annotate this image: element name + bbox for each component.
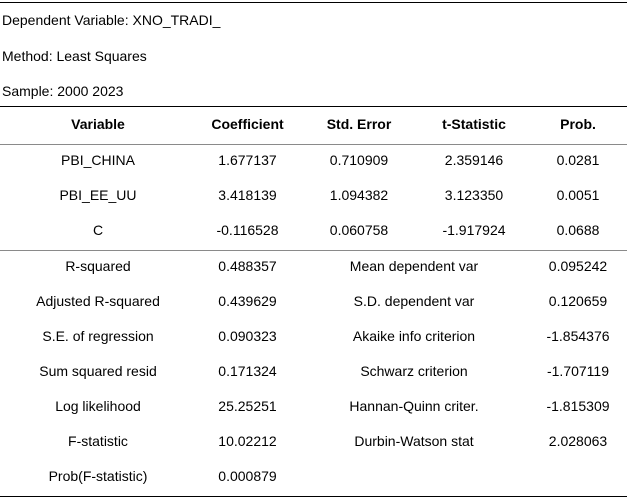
std-error-value: 1.094382 [329,187,389,203]
stat-value-left: 0.000879 [218,468,277,484]
coefficient-value: 1.677137 [218,152,277,168]
bottom-rule [0,496,627,497]
stat-label-right: Schwarz criterion [360,363,468,379]
header-t-statistic: t-Statistic [442,116,506,132]
header-bottom-rule [0,144,627,145]
stat-value-right: 0.095242 [548,258,608,274]
t-statistic-value: -1.917924 [442,222,506,238]
stat-label-left: F-statistic [68,433,128,449]
coefficient-value: 3.418139 [218,187,277,203]
stat-label-left: S.E. of regression [42,328,154,344]
variable-name: PBI_CHINA [61,152,135,168]
stat-label-right [299,459,529,494]
stat-value-right: -1.854376 [546,328,610,344]
stat-label-right: S.D. dependent var [353,293,475,309]
stat-value-left: 0.439629 [218,293,277,309]
stat-value-left: 25.25251 [218,398,277,414]
header-coefficient: Coefficient [211,116,284,132]
stat-label-left: R-squared [65,258,131,274]
stat-label-left: Adjusted R-squared [36,293,160,309]
std-error-value: 0.710909 [329,152,389,168]
stat-label-right: Mean dependent var [349,258,479,274]
dependent-variable-label: Dependent Variable: XNO_TRADI_ [2,12,221,28]
stat-value-right: -1.815309 [546,398,610,414]
stat-value-right: 2.028063 [548,433,608,449]
stat-value-left: 10.02212 [218,433,277,449]
prob-value: 0.0688 [556,222,600,238]
t-statistic-value: 3.123350 [444,187,504,203]
stat-label-right: Durbin-Watson stat [354,433,474,449]
stat-label-left: Sum squared resid [39,363,157,379]
sample-label: Sample: 2000 2023 [2,83,124,99]
stat-value-right [529,459,627,494]
header-variable: Variable [71,116,125,132]
header-top-rule [0,106,627,107]
stat-value-left: 0.171324 [218,363,277,379]
header-prob: Prob. [560,116,596,132]
section-divider [0,250,627,251]
std-error-value: 0.060758 [329,222,389,238]
prob-value: 0.0051 [556,187,600,203]
method-label: Method: Least Squares [2,48,147,64]
variable-name: C [92,222,104,238]
stat-value-right: -1.707119 [546,363,609,379]
header-std-error: Std. Error [326,116,392,132]
stat-value-right: 0.120659 [548,293,608,309]
stat-label-right: Hannan-Quinn criter. [349,398,479,414]
prob-value: 0.0281 [556,152,600,168]
coefficient-value: -0.116528 [216,222,279,238]
stat-value-left: 0.090323 [218,328,277,344]
stat-value-left: 0.488357 [218,258,277,274]
stat-label-right: Akaike info criterion [352,328,476,344]
variable-name: PBI_EE_UU [59,187,137,203]
stat-label-left: Log likelihood [55,398,141,414]
t-statistic-value: 2.359146 [444,152,504,168]
stat-label-left: Prob(F-statistic) [48,468,148,484]
top-rule [0,2,627,3]
